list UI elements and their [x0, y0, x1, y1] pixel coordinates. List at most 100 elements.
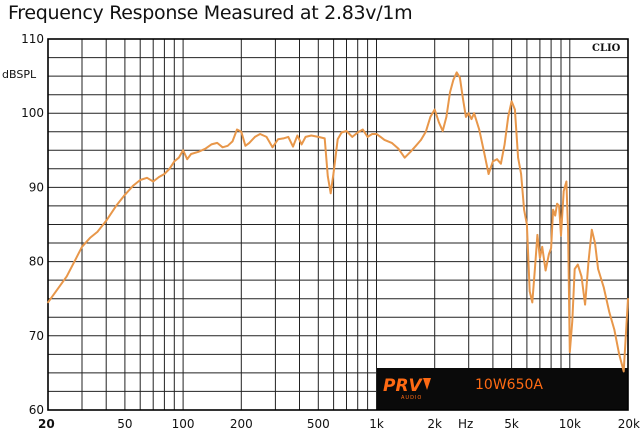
data-point	[534, 268, 536, 270]
data-point	[558, 205, 560, 207]
data-point	[327, 175, 329, 178]
data-point	[580, 275, 583, 278]
data-point	[96, 231, 99, 233]
y-axis-label: dBSPL	[2, 68, 37, 81]
data-point	[146, 177, 148, 179]
data-point	[569, 351, 571, 353]
data-point	[467, 112, 470, 114]
data-point	[210, 143, 213, 146]
grid-lines	[48, 39, 628, 410]
data-point	[608, 311, 611, 313]
data-point	[152, 180, 154, 183]
x-tick-label: 5k	[504, 417, 519, 431]
data-point	[591, 228, 593, 231]
data-point	[487, 173, 490, 175]
data-point	[178, 156, 180, 159]
data-point	[531, 301, 534, 304]
data-point	[503, 143, 506, 146]
data-point	[231, 140, 234, 143]
chart-title: Frequency Response Measured at 2.83v/1m	[8, 2, 413, 24]
data-point	[544, 269, 547, 272]
data-point	[528, 290, 531, 293]
data-point	[627, 297, 629, 300]
y-tick-label: 70	[29, 329, 44, 343]
x-tick-labels: 20 50 100 200 500 1k 2k 5k 10k 20k	[38, 417, 640, 431]
data-point	[425, 131, 427, 133]
data-point	[391, 142, 393, 144]
data-point	[465, 116, 467, 118]
data-point	[445, 116, 448, 118]
data-point	[366, 136, 369, 138]
data-point	[226, 145, 229, 147]
x-tick-label: 100	[172, 417, 195, 431]
data-point	[163, 173, 166, 175]
data-point	[478, 128, 481, 131]
data-point	[492, 160, 494, 163]
data-point	[173, 160, 176, 163]
data-point	[584, 303, 586, 306]
data-point	[75, 257, 78, 259]
data-point	[182, 149, 184, 152]
y-tick-label: 110	[21, 32, 44, 46]
data-point	[304, 136, 307, 138]
data-point	[168, 168, 171, 170]
data-point	[259, 133, 261, 135]
data-point	[345, 130, 348, 132]
corner-label: CLIO	[592, 43, 621, 54]
data-point	[603, 286, 605, 289]
data-point	[65, 275, 68, 278]
data-point	[526, 223, 528, 226]
badge-background	[377, 368, 628, 410]
data-point	[317, 136, 320, 138]
data-point	[356, 131, 359, 134]
data-point	[613, 329, 616, 331]
data-point	[562, 190, 565, 192]
data-point	[409, 151, 412, 153]
data-point	[429, 116, 432, 118]
data-point	[560, 234, 562, 237]
data-point	[536, 234, 539, 236]
data-point	[565, 180, 568, 183]
data-point	[483, 151, 485, 153]
data-point	[587, 260, 590, 263]
brand-logo-accent	[423, 378, 431, 390]
y-tick-label: 80	[29, 255, 44, 269]
y-tick-labels: 60 70 80 90 100 110	[21, 32, 44, 417]
data-point	[190, 153, 192, 155]
series-points	[47, 71, 629, 373]
data-point	[362, 128, 364, 131]
data-point	[323, 137, 326, 140]
data-point	[433, 108, 436, 111]
data-point	[296, 134, 299, 137]
x-axis-label: Hz	[458, 417, 473, 431]
data-point	[254, 136, 256, 138]
data-point	[332, 171, 335, 174]
data-point	[221, 146, 224, 149]
data-point	[204, 148, 206, 150]
data-point	[55, 290, 57, 293]
data-point	[292, 145, 294, 148]
x-tick-label: 10k	[559, 417, 581, 431]
data-point	[577, 263, 579, 266]
model-name: 10W650A	[475, 377, 543, 393]
data-point	[300, 143, 303, 146]
data-point	[383, 139, 386, 141]
data-point	[240, 131, 243, 133]
y-tick-label: 100	[21, 106, 44, 120]
brand-sub: AUDIO	[401, 395, 422, 401]
data-point	[452, 79, 455, 81]
data-point	[438, 121, 440, 123]
data-point	[282, 137, 285, 140]
data-point	[496, 158, 498, 160]
data-point	[124, 194, 126, 196]
data-point	[248, 142, 251, 144]
data-point	[455, 71, 458, 74]
data-point	[554, 214, 556, 217]
x-tick-label: 500	[307, 417, 330, 431]
data-point	[573, 268, 576, 270]
x-tick-label: 1k	[369, 417, 384, 431]
data-point	[287, 136, 290, 138]
data-point	[186, 158, 188, 160]
data-point	[541, 246, 543, 248]
data-point	[618, 353, 620, 356]
